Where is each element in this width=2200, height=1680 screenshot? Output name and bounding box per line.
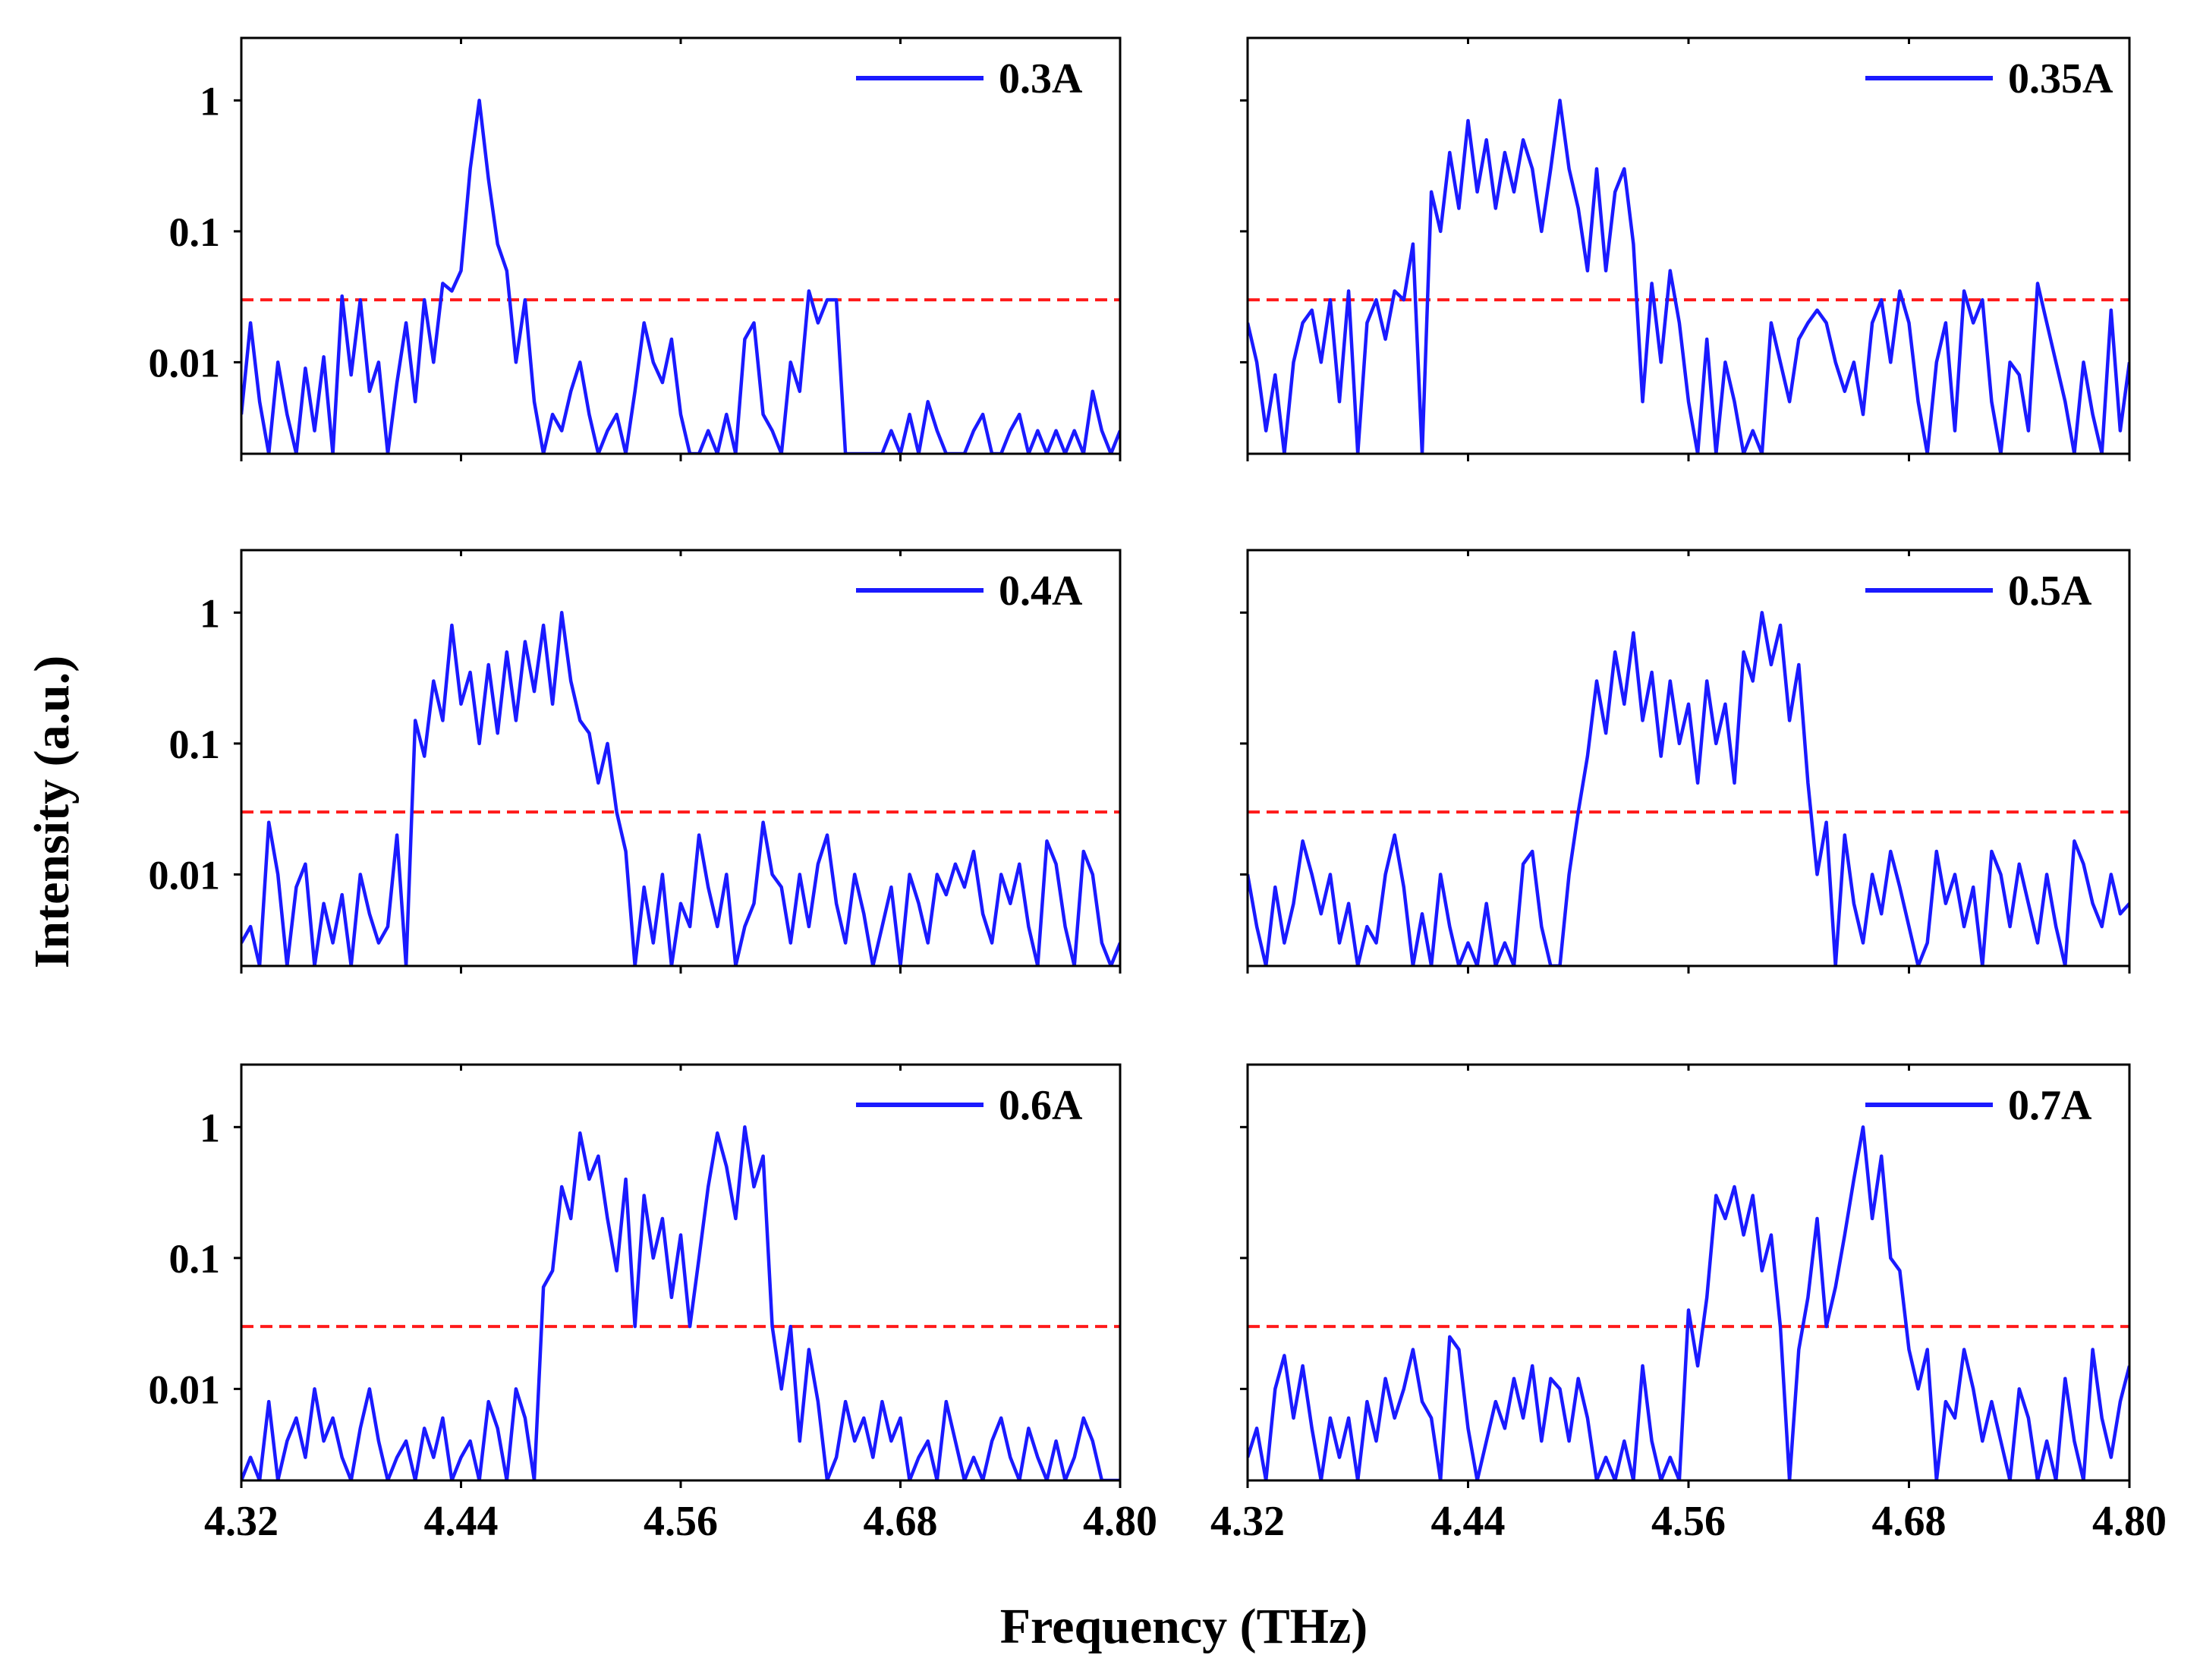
series-line-0.35A — [1248, 99, 2129, 454]
panel-middle-left: 1 0.1 0.01 0.4A — [149, 549, 1122, 974]
y-tick-label: 0.1 — [169, 209, 221, 255]
x-tick-label: 4.68 — [1872, 1498, 1947, 1545]
x-tick-label: 4.32 — [204, 1498, 279, 1545]
legend-label: 0.5A — [2008, 568, 2092, 615]
y-tick-label: 1 — [200, 1105, 220, 1150]
y-tick-label: 0.01 — [149, 1367, 221, 1412]
y-tick-label: 0.01 — [149, 852, 221, 898]
series-line-0.4A — [241, 611, 1120, 966]
series-line-0.3A — [241, 99, 1120, 454]
x-tick-label: 4.68 — [864, 1498, 938, 1545]
panel-bottom-left: 4.32 4.44 4.56 4.68 4.80 1 0.1 0.01 0.6A — [149, 1063, 1157, 1545]
y-tick-label: 0.1 — [169, 722, 221, 767]
x-tick-label: 4.80 — [1083, 1498, 1157, 1545]
x-tick-label: 4.32 — [1210, 1498, 1285, 1545]
series-line-0.5A — [1248, 611, 2129, 966]
x-tick-label: 4.44 — [424, 1498, 499, 1545]
legend-label: 0.6A — [999, 1082, 1083, 1129]
panel-top-left: 1 0.1 0.01 0.3A — [149, 36, 1122, 461]
y-axis-label: Intensity (a.u.) — [24, 656, 80, 969]
x-tick-label: 4.44 — [1431, 1498, 1506, 1545]
legend-label: 0.3A — [999, 55, 1083, 102]
x-axis-label: Frequency (THz) — [1000, 1599, 1368, 1654]
legend-label: 0.35A — [2008, 55, 2113, 102]
legend-label: 0.7A — [2008, 1082, 2092, 1129]
y-tick-label: 1 — [200, 590, 220, 636]
y-tick-label: 0.01 — [149, 340, 221, 385]
y-tick-label: 0.1 — [169, 1236, 221, 1282]
x-tick-label: 4.80 — [2092, 1498, 2167, 1545]
legend-label: 0.4A — [999, 568, 1083, 615]
plot-frame — [240, 36, 1122, 455]
panel-top-right: 0.35A — [1240, 36, 2131, 461]
y-tick-label: 1 — [200, 78, 220, 124]
x-tick-label: 4.56 — [644, 1498, 718, 1545]
series-line-0.6A — [241, 1125, 1120, 1480]
panel-bottom-right: 4.32 4.44 4.56 4.68 4.80 0.7A — [1210, 1063, 2167, 1545]
x-tick-label: 4.56 — [1651, 1498, 1726, 1545]
panels: 1 0.1 0.01 0.3A 0.35A 1 0.1 0.01 0.4A 0.5A 4.32 4.4… — [149, 36, 2167, 1545]
series-line-0.7A — [1248, 1125, 2129, 1480]
panel-middle-right: 0.5A — [1240, 549, 2131, 974]
